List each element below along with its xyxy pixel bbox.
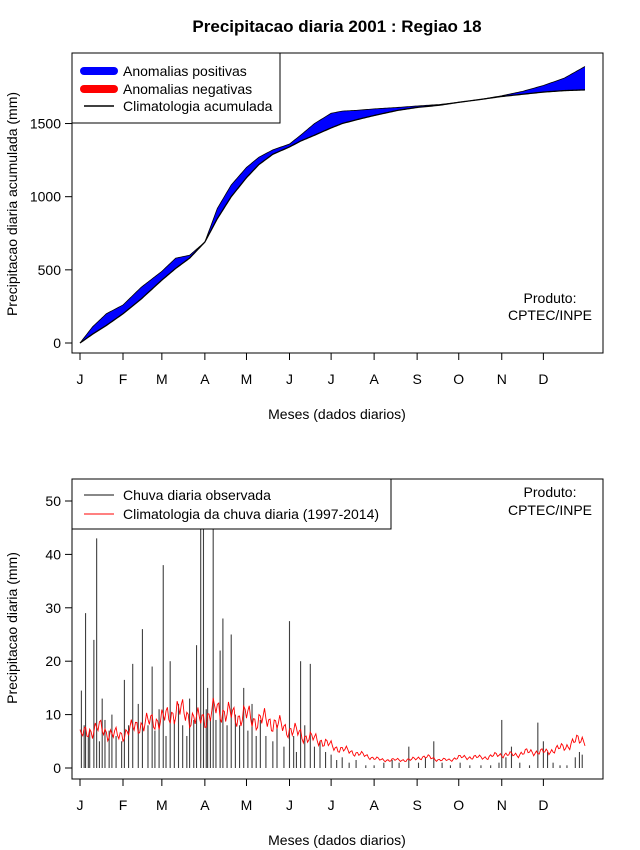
bottom-x-tick-label: D <box>538 797 548 813</box>
bottom-x-label: Meses (dados diarios) <box>268 832 406 848</box>
top-x-tick-label: J <box>286 371 293 387</box>
bottom-y-tick-label: 50 <box>45 493 61 509</box>
bottom-x-tick-label: J <box>77 797 84 813</box>
bottom-legend: Chuva diaria observada Climatologia da c… <box>71 478 392 530</box>
bottom-x-tick-label: F <box>119 797 128 813</box>
bottom-x-tick-label: J <box>328 797 335 813</box>
bottom-x-tick-label: O <box>453 797 464 813</box>
legend-label-positive: Anomalias positivas <box>123 63 247 79</box>
legend-label-climatology-daily: Climatologia da chuva diaria (1997-2014) <box>123 506 379 522</box>
top-x-tick-label: S <box>412 371 421 387</box>
legend-label-climatology: Climatologia acumulada <box>123 98 273 114</box>
top-y-tick-label: 500 <box>38 262 62 278</box>
top-x-tick-label: J <box>77 371 84 387</box>
chart-title: Precipitacao diaria 2001 : Regiao 18 <box>192 17 481 36</box>
bottom-credit-line1: Produto: <box>524 484 577 500</box>
bottom-y-tick-label: 40 <box>45 546 61 562</box>
top-legend: Anomalias positivas Anomalias negativas … <box>71 52 281 124</box>
bottom-panel: 0 10 20 30 40 50 J F M A M J J A S O N D Meses (dados di… <box>4 478 604 848</box>
top-x-tick-label: N <box>497 371 507 387</box>
bottom-credit-line2: CPTEC/INPE <box>508 502 592 518</box>
top-credit-line1: Produto: <box>524 290 577 306</box>
top-x-tick-label: M <box>241 371 253 387</box>
top-x-tick-label: A <box>200 371 210 387</box>
bottom-y-axis: 0 10 20 30 40 50 <box>45 493 73 776</box>
bottom-y-tick-label: 0 <box>53 760 61 776</box>
bottom-x-tick-label: N <box>497 797 507 813</box>
top-y-tick-label: 0 <box>53 335 61 351</box>
top-x-tick-label: D <box>538 371 548 387</box>
top-panel: 0 500 1000 1500 J F M A M J J A S O N D Meses (dados d… <box>4 52 604 422</box>
climatology-daily-line <box>79 697 586 763</box>
bottom-x-tick-label: M <box>156 797 168 813</box>
bottom-x-tick-label: M <box>241 797 253 813</box>
bottom-x-tick-label: A <box>369 797 379 813</box>
top-y-axis: 0 500 1000 1500 <box>30 116 73 351</box>
observed-daily-bars <box>80 511 583 768</box>
top-y-tick-label: 1500 <box>30 116 61 132</box>
bottom-x-tick-label: S <box>412 797 421 813</box>
legend-label-observed: Chuva diaria observada <box>123 487 271 503</box>
top-y-label: Precipitacao diaria acumulada (mm) <box>4 92 20 316</box>
top-x-tick-label: M <box>156 371 168 387</box>
bottom-y-tick-label: 20 <box>45 653 61 669</box>
top-x-tick-label: J <box>328 371 335 387</box>
top-x-tick-label: O <box>453 371 464 387</box>
climatology-cumulative-line <box>79 89 586 344</box>
top-y-tick-label: 1000 <box>30 189 61 205</box>
positive-anomaly-area <box>80 66 585 344</box>
top-x-tick-label: F <box>119 371 128 387</box>
top-x-tick-label: A <box>369 371 379 387</box>
top-credit-line2: CPTEC/INPE <box>508 307 592 323</box>
bottom-x-tick-label: A <box>200 797 210 813</box>
bottom-legend-box <box>71 478 392 530</box>
top-x-label: Meses (dados diarios) <box>268 406 406 422</box>
bottom-x-tick-label: J <box>286 797 293 813</box>
bottom-y-label: Precipitacao diaria (mm) <box>4 552 20 704</box>
bottom-y-tick-label: 10 <box>45 707 61 723</box>
legend-label-negative: Anomalias negativas <box>123 81 252 97</box>
observed-cumulative-line <box>79 66 586 344</box>
bottom-y-tick-label: 30 <box>45 600 61 616</box>
